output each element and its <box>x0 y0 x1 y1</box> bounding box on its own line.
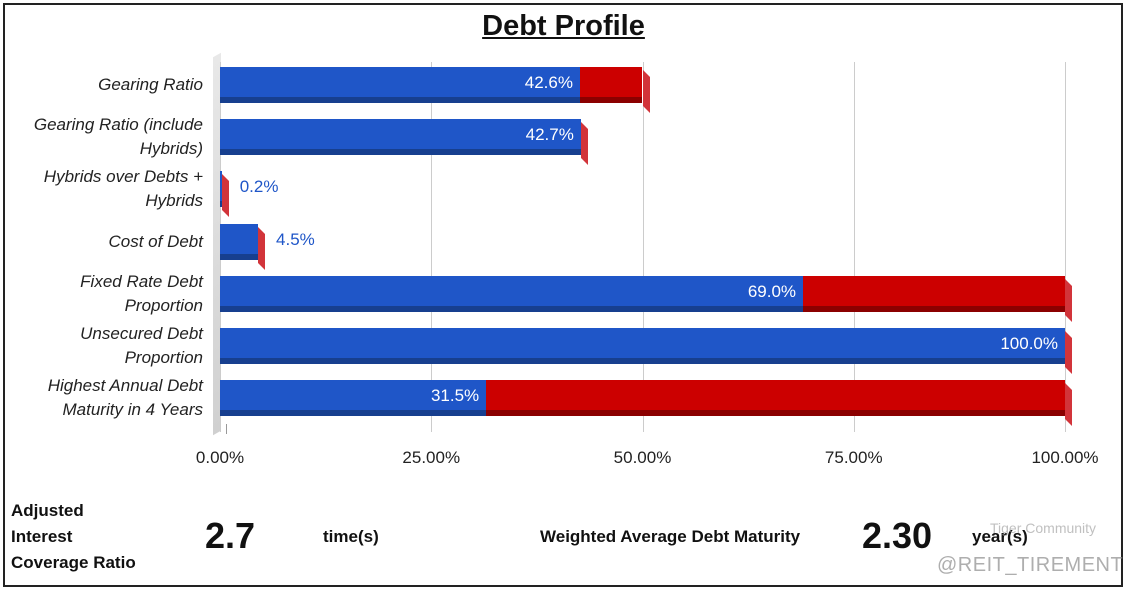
grid-line <box>642 62 644 432</box>
value-label: 4.5% <box>276 229 315 249</box>
category-label: Gearing Ratio (include Hybrids) <box>33 115 203 159</box>
value-label: 42.6% <box>524 73 573 92</box>
x-tick-label: 75.00% <box>824 448 883 467</box>
metric-label: Weighted Average Debt Maturity <box>540 527 801 546</box>
grid-line <box>1065 62 1066 432</box>
x-tick-label: 50.00% <box>613 448 672 467</box>
bar <box>803 275 1065 312</box>
category-label: Gearing Ratio <box>98 75 203 94</box>
bar-side <box>1065 383 1072 427</box>
bar <box>220 67 580 103</box>
bar-side <box>258 226 266 270</box>
metric-value: 2.30 <box>862 515 933 556</box>
bar <box>579 67 643 103</box>
bar-side <box>642 70 650 113</box>
category-label: Fixed Rate Debt Proportion <box>80 271 203 315</box>
value-label: 69.0% <box>747 281 797 301</box>
value-label: 0.2% <box>239 177 279 197</box>
metric-value: 2.7 <box>205 515 256 556</box>
category-label: Cost of Debt <box>108 231 204 251</box>
axis-foot <box>226 424 227 434</box>
metric-unit: year(s) <box>972 527 1028 546</box>
metric-unit: time(s) <box>323 527 379 546</box>
grid-line <box>853 62 855 432</box>
bar <box>486 380 1065 417</box>
metric-label: Adjusted Interest Coverage Ratio <box>11 501 136 572</box>
frame <box>3 3 1123 587</box>
grid-line <box>431 62 433 432</box>
value-label: 42.7% <box>525 125 574 145</box>
bar-side <box>221 174 229 218</box>
watermark: Tiger Community <box>990 520 1097 536</box>
bar <box>220 223 259 260</box>
x-tick-label: 100.00% <box>1031 448 1099 467</box>
category-label: Unsecured Debt Proportion <box>80 324 203 367</box>
category-label: Highest Annual Debt Maturity in 4 Years <box>47 376 203 420</box>
x-tick-label: 0.00% <box>195 448 245 467</box>
value-label: 31.5% <box>430 386 480 406</box>
category-label: Hybrids over Debts + Hybrids <box>43 167 203 211</box>
chart-title: Debt Profile <box>482 10 645 42</box>
bar <box>220 275 804 312</box>
bar-side <box>580 122 588 166</box>
bar <box>220 380 487 417</box>
bar <box>220 171 222 208</box>
x-tick-label: 25.00% <box>402 448 461 467</box>
watermark: @REIT_TIREMENT <box>937 554 1124 576</box>
bar-side <box>1065 278 1072 322</box>
bar <box>220 328 1065 364</box>
bar-side <box>1065 331 1072 374</box>
bar <box>220 119 581 156</box>
value-label: 100.0% <box>1000 334 1058 353</box>
